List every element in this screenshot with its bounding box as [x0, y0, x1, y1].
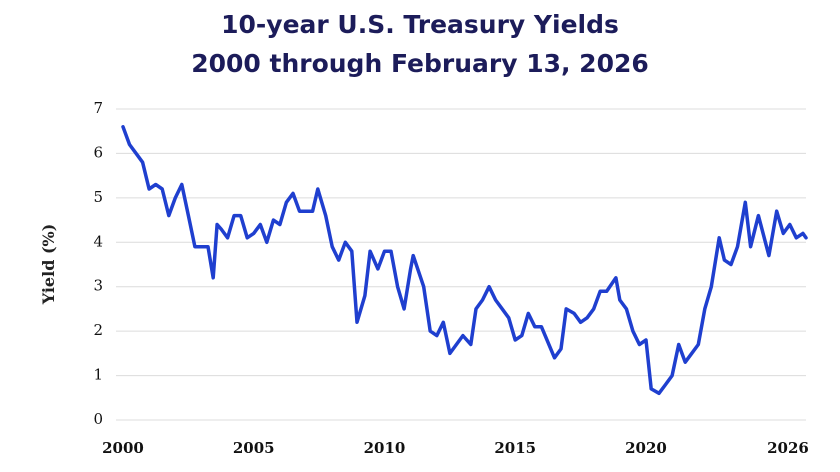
chart-title: 10-year U.S. Treasury Yields	[221, 10, 619, 39]
x-tick-label: 2010	[364, 439, 406, 457]
y-tick-label: 4	[93, 232, 103, 250]
y-axis-label: Yield (%)	[39, 224, 58, 306]
y-tick-label: 1	[93, 366, 103, 384]
line-series	[121, 125, 808, 396]
x-tick-label: 2026	[767, 439, 809, 457]
x-tick-label: 2020	[625, 439, 667, 457]
y-tick-label: 0	[93, 410, 103, 428]
y-tick-label: 6	[93, 143, 103, 161]
x-tick-label: 2005	[233, 439, 275, 457]
chart-subtitle: 2000 through February 13, 2026	[191, 49, 649, 78]
y-tick-label: 5	[93, 188, 103, 206]
y-tick-label: 2	[93, 321, 103, 339]
y-tick-label: 7	[93, 99, 103, 117]
x-tick-label: 2000	[102, 439, 144, 457]
y-tick-label: 3	[93, 277, 103, 295]
x-tick-label: 2015	[494, 439, 536, 457]
